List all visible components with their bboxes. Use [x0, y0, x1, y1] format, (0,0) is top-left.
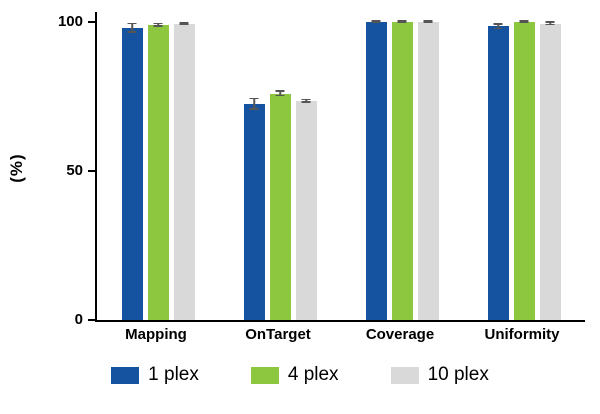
error-bar-cap	[179, 21, 189, 24]
bar	[243, 97, 265, 320]
error-bar-cap	[423, 20, 433, 22]
error-bar-cap	[275, 94, 285, 97]
error-bar-cap	[153, 22, 163, 25]
y-tick	[88, 170, 95, 172]
legend-swatch	[111, 366, 140, 384]
bar	[539, 21, 561, 320]
error-bar-cap	[397, 20, 407, 22]
bar	[295, 98, 317, 320]
error-bar	[497, 24, 499, 29]
bar-group	[97, 12, 219, 320]
bar	[365, 20, 387, 320]
error-bar-cap	[423, 21, 433, 24]
legend-item: 1 plex	[111, 364, 199, 386]
error-bar-cap	[127, 31, 137, 33]
error-bar-cap	[153, 25, 163, 27]
error-bar-cap	[275, 90, 285, 92]
bar-group	[341, 12, 463, 320]
error-bar	[549, 22, 551, 25]
error-bar-cap	[545, 23, 555, 26]
error-bar	[253, 98, 255, 110]
error-bar-cap	[249, 97, 259, 100]
bar	[269, 90, 291, 320]
bar-group	[219, 12, 341, 320]
x-tick-label: Mapping	[125, 326, 187, 343]
y-tick	[88, 319, 95, 321]
y-tick-label: 0	[74, 311, 83, 328]
error-bar-cap	[301, 101, 311, 103]
error-bar-cap	[371, 21, 381, 24]
bar	[417, 20, 439, 320]
error-bar-cap	[397, 21, 407, 24]
error-bar-cap	[493, 23, 503, 25]
error-bar-cap	[519, 20, 529, 22]
error-bar	[305, 99, 307, 103]
bar	[173, 21, 195, 320]
bar	[147, 22, 169, 320]
bar	[487, 23, 509, 320]
legend-item: 10 plex	[390, 364, 489, 386]
error-bar-cap	[179, 23, 189, 25]
legend-label: 1 plex	[148, 364, 199, 385]
error-bar-cap	[127, 22, 137, 24]
y-tick-label: 50	[66, 162, 83, 179]
legend-label: 4 plex	[287, 364, 339, 385]
error-bar	[279, 91, 281, 96]
bar-group	[463, 12, 585, 320]
legend-swatch	[250, 366, 279, 384]
y-tick-label: 100	[57, 13, 83, 30]
error-bar	[157, 23, 159, 27]
legend-item: 4 plex	[250, 364, 339, 386]
bar	[513, 20, 535, 320]
bar	[391, 20, 413, 320]
legend-label: 10 plex	[427, 364, 489, 385]
legend: 1 plex 4 plex 10 plex	[0, 364, 600, 386]
x-tick-label: Uniformity	[484, 326, 560, 343]
error-bar-cap	[301, 98, 311, 100]
bar	[121, 22, 143, 320]
error-bar-cap	[249, 108, 259, 110]
y-tick	[88, 21, 95, 23]
x-tick-label: Coverage	[365, 326, 435, 343]
error-bar-cap	[545, 21, 555, 23]
error-bar	[131, 23, 133, 33]
x-axis-labels: Mapping OnTarget Coverage Uniformity	[95, 326, 583, 343]
plot-area: 0 50 100	[58, 12, 585, 328]
y-axis-label: (%)	[7, 153, 26, 183]
x-tick-label: OnTarget	[245, 326, 311, 343]
error-bar-cap	[371, 20, 381, 22]
error-bar-cap	[493, 27, 503, 30]
error-bar-cap	[519, 21, 529, 24]
legend-swatch	[390, 366, 419, 384]
